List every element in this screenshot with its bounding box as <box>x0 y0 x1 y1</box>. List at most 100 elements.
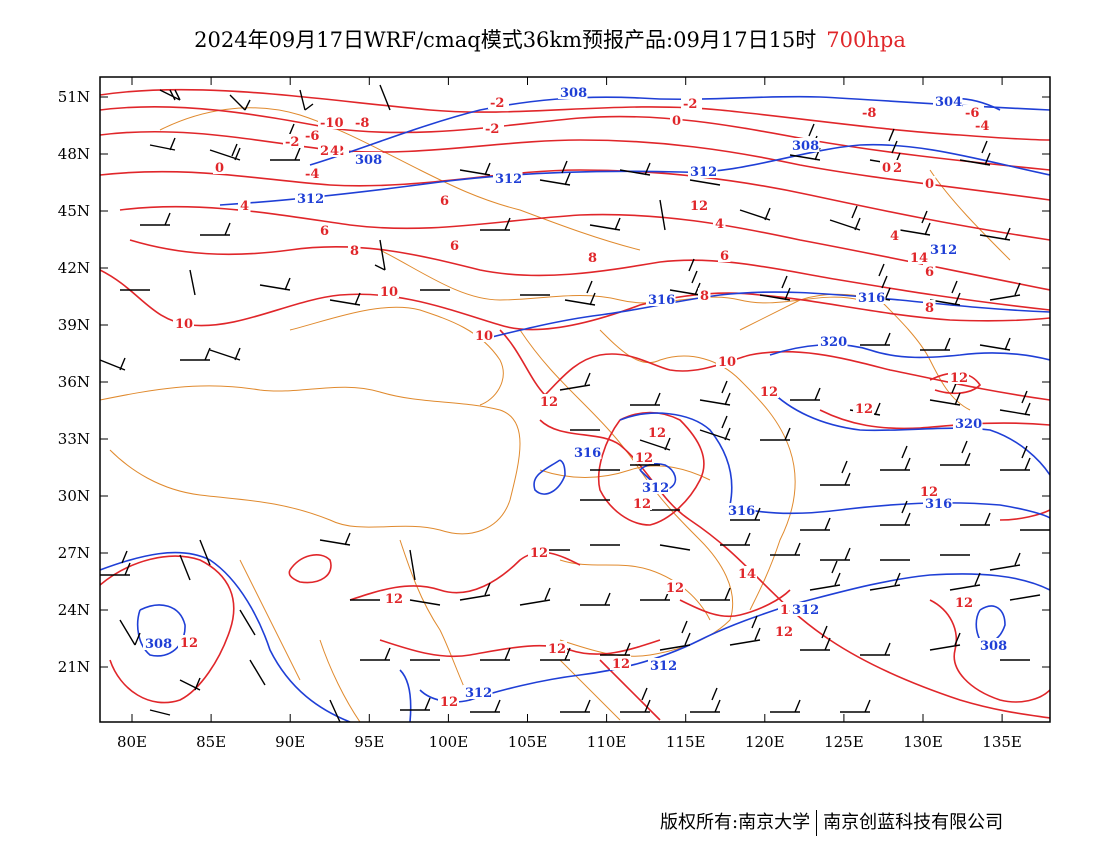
temp-label-bg <box>438 694 459 708</box>
lon-label: 90E <box>275 733 305 751</box>
lat-label: 48N <box>58 145 90 163</box>
temperature-label: 6 <box>440 194 449 209</box>
temperature-label: 8 <box>925 301 934 316</box>
height-label-bg <box>856 290 886 304</box>
temperature-label: 4 <box>890 229 899 244</box>
lon-label: 110E <box>587 733 627 751</box>
temperature-label: -2 <box>485 122 499 137</box>
footer-separator <box>816 810 818 836</box>
lon-label: 105E <box>508 733 548 751</box>
temperature-label: 12 <box>633 497 651 512</box>
temp-label-bg <box>888 228 901 242</box>
temp-label-bg <box>688 198 709 212</box>
temp-label-bg <box>483 121 504 135</box>
temperature-label: 0 <box>882 161 891 176</box>
temp-label-bg <box>283 134 304 148</box>
temperature-label: 2 <box>320 144 329 159</box>
temp-label-bg <box>318 223 331 237</box>
temp-label-bg <box>716 354 737 368</box>
lon-label: 135E <box>982 733 1022 751</box>
height-label: 320 <box>820 335 847 350</box>
wind-barbs <box>100 84 1050 722</box>
height-label: 312 <box>297 192 324 207</box>
temp-label-bg <box>213 160 226 174</box>
temperature-label: 12 <box>440 695 458 710</box>
temperature-label: 0 <box>672 114 681 129</box>
temperature-label: 4 <box>330 144 339 159</box>
temp-label-bg <box>853 401 874 415</box>
temperature-label: 6 <box>720 249 729 264</box>
height-label: 312 <box>465 686 492 701</box>
temp-label-bg <box>448 238 461 252</box>
height-label-bg <box>928 242 958 256</box>
height-label-bg <box>143 636 173 650</box>
boundary-lines <box>100 107 1011 722</box>
plot-frame <box>99 76 1051 723</box>
temperature-label: 14 <box>910 251 928 266</box>
temperature-label: 10 <box>475 329 493 344</box>
temp-label-bg <box>631 496 652 510</box>
temperature-label: 4 <box>240 199 249 214</box>
temp-label-bg <box>646 425 667 439</box>
temp-label-bg <box>953 595 974 609</box>
temp-label-bg <box>948 370 969 384</box>
temp-label-bg <box>923 264 936 278</box>
height-label: 316 <box>648 293 675 308</box>
height-label-bg <box>558 85 588 99</box>
temperature-label: -6 <box>305 129 319 144</box>
temp-label-bg <box>973 118 994 132</box>
temperature-label: 0 <box>925 177 934 192</box>
height-label-bg <box>295 191 325 205</box>
temp-label-bg <box>586 250 599 264</box>
height-labels: 308 308 308 308 308 312 312 312 312 316 316 316 316 3… <box>143 85 1008 701</box>
temp-label-bg <box>718 248 731 262</box>
temperature-label: 0 <box>215 161 224 176</box>
height-label-bg <box>923 496 953 510</box>
temp-label-bg <box>908 250 929 264</box>
height-label: 308 <box>792 139 819 154</box>
lon-label: 80E <box>117 733 147 751</box>
height-label: 312 <box>792 603 819 618</box>
height-label: 320 <box>955 417 982 432</box>
height-label-bg <box>648 658 678 672</box>
temperature-label: -4 <box>305 167 319 182</box>
temp-label-bg <box>438 193 451 207</box>
lon-label: 120E <box>745 733 785 751</box>
temperature-label: -8 <box>862 106 876 121</box>
lat-label: 33N <box>58 430 90 448</box>
temperature-label: 12 <box>690 199 708 214</box>
height-label-bg <box>726 503 756 517</box>
temperature-label: -4 <box>975 119 989 134</box>
temperature-label: 6 <box>450 239 459 254</box>
lon-label: 95E <box>354 733 384 751</box>
height-label: 308 <box>145 637 172 652</box>
temperature-label: 12 <box>855 402 873 417</box>
temp-label-bg <box>378 284 399 298</box>
temperature-label: -2 <box>285 135 299 150</box>
temperature-label: 12 <box>385 592 403 607</box>
temp-label-bg <box>538 394 559 408</box>
latitude-axis: 51N 48N 45N 42N 39N 36N 33N 30N 27N 24N 21N <box>58 88 1050 676</box>
height-label-bg <box>353 152 383 166</box>
temperature-label: 6 <box>320 224 329 239</box>
temp-label-bg <box>303 166 324 180</box>
height-label-bg <box>640 480 670 494</box>
temperature-label: 12 <box>180 636 198 651</box>
temp-label-bg <box>488 95 509 109</box>
longitude-axis: 80E 85E 90E 95E 100E 105E 110E 115E 120E 125E 130E… <box>117 77 1022 751</box>
copyright-text: 版权所有:南京大学 <box>660 812 811 833</box>
temp-label-bg <box>923 176 936 190</box>
temperature-label: 12 <box>540 395 558 410</box>
temp-label-bg <box>670 113 683 127</box>
lat-label: 24N <box>58 601 90 619</box>
footer: 版权所有:南京大学 南京创蓝科技有限公司 <box>660 808 1003 836</box>
temp-label-bg <box>681 96 702 110</box>
height-label-bg <box>790 138 820 152</box>
temp-label-bg <box>473 328 494 342</box>
temperature-label: 12 <box>775 625 793 640</box>
temp-label-bg <box>664 580 685 594</box>
lat-label: 36N <box>58 373 90 391</box>
temp-label-bg <box>318 143 331 157</box>
temperature-label: 12 <box>548 642 566 657</box>
